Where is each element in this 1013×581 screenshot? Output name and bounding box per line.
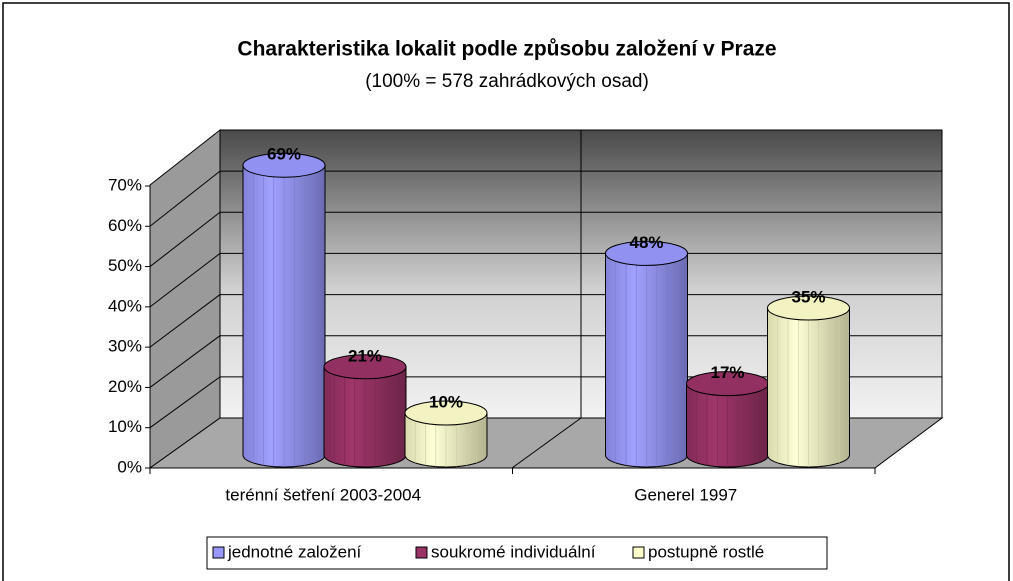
data-label: 21% [348, 346, 382, 365]
data-label: 17% [710, 363, 744, 382]
legend-label: soukromé individuální [431, 542, 596, 561]
legend-swatch [632, 546, 645, 559]
y-tick-label: 10% [108, 417, 142, 436]
x-tick-label: terénní šetření 2003-2004 [225, 485, 421, 504]
x-tick-label: Generel 1997 [634, 485, 737, 504]
y-tick-label: 20% [108, 377, 142, 396]
legend-label: postupně rostlé [648, 542, 764, 561]
y-tick-label: 50% [108, 256, 142, 275]
cylinder-top [605, 240, 688, 266]
y-tick-label: 30% [108, 337, 142, 356]
category-divider [511, 417, 582, 469]
legend-label: jednotné založení [227, 542, 362, 561]
cylinder-top [767, 295, 850, 321]
data-label: 35% [791, 287, 825, 306]
y-tick-label: 60% [108, 216, 142, 235]
data-label: 69% [267, 145, 301, 164]
chart-subtitle: (100% = 578 zahrádkových osad) [365, 71, 649, 92]
cylinder-top [242, 152, 326, 178]
cylinder-top [323, 354, 407, 380]
y-tick-label: 70% [108, 175, 142, 194]
grid-line [149, 376, 221, 429]
legend-box [206, 536, 828, 570]
y-tick-label: 40% [108, 296, 142, 315]
legend-swatch [212, 546, 225, 559]
y-tick-label: 0% [117, 457, 142, 476]
grid-line [149, 170, 221, 227]
legend-swatch [415, 546, 428, 559]
grid-line [149, 335, 221, 388]
grid-line [149, 253, 221, 308]
data-label: 10% [429, 392, 463, 411]
data-label: 48% [629, 233, 663, 252]
grid-line [149, 211, 221, 267]
chart-title: Charakteristika lokalit podle způsobu za… [237, 38, 776, 61]
cylinder-top [404, 400, 488, 426]
grid-line [149, 294, 221, 348]
